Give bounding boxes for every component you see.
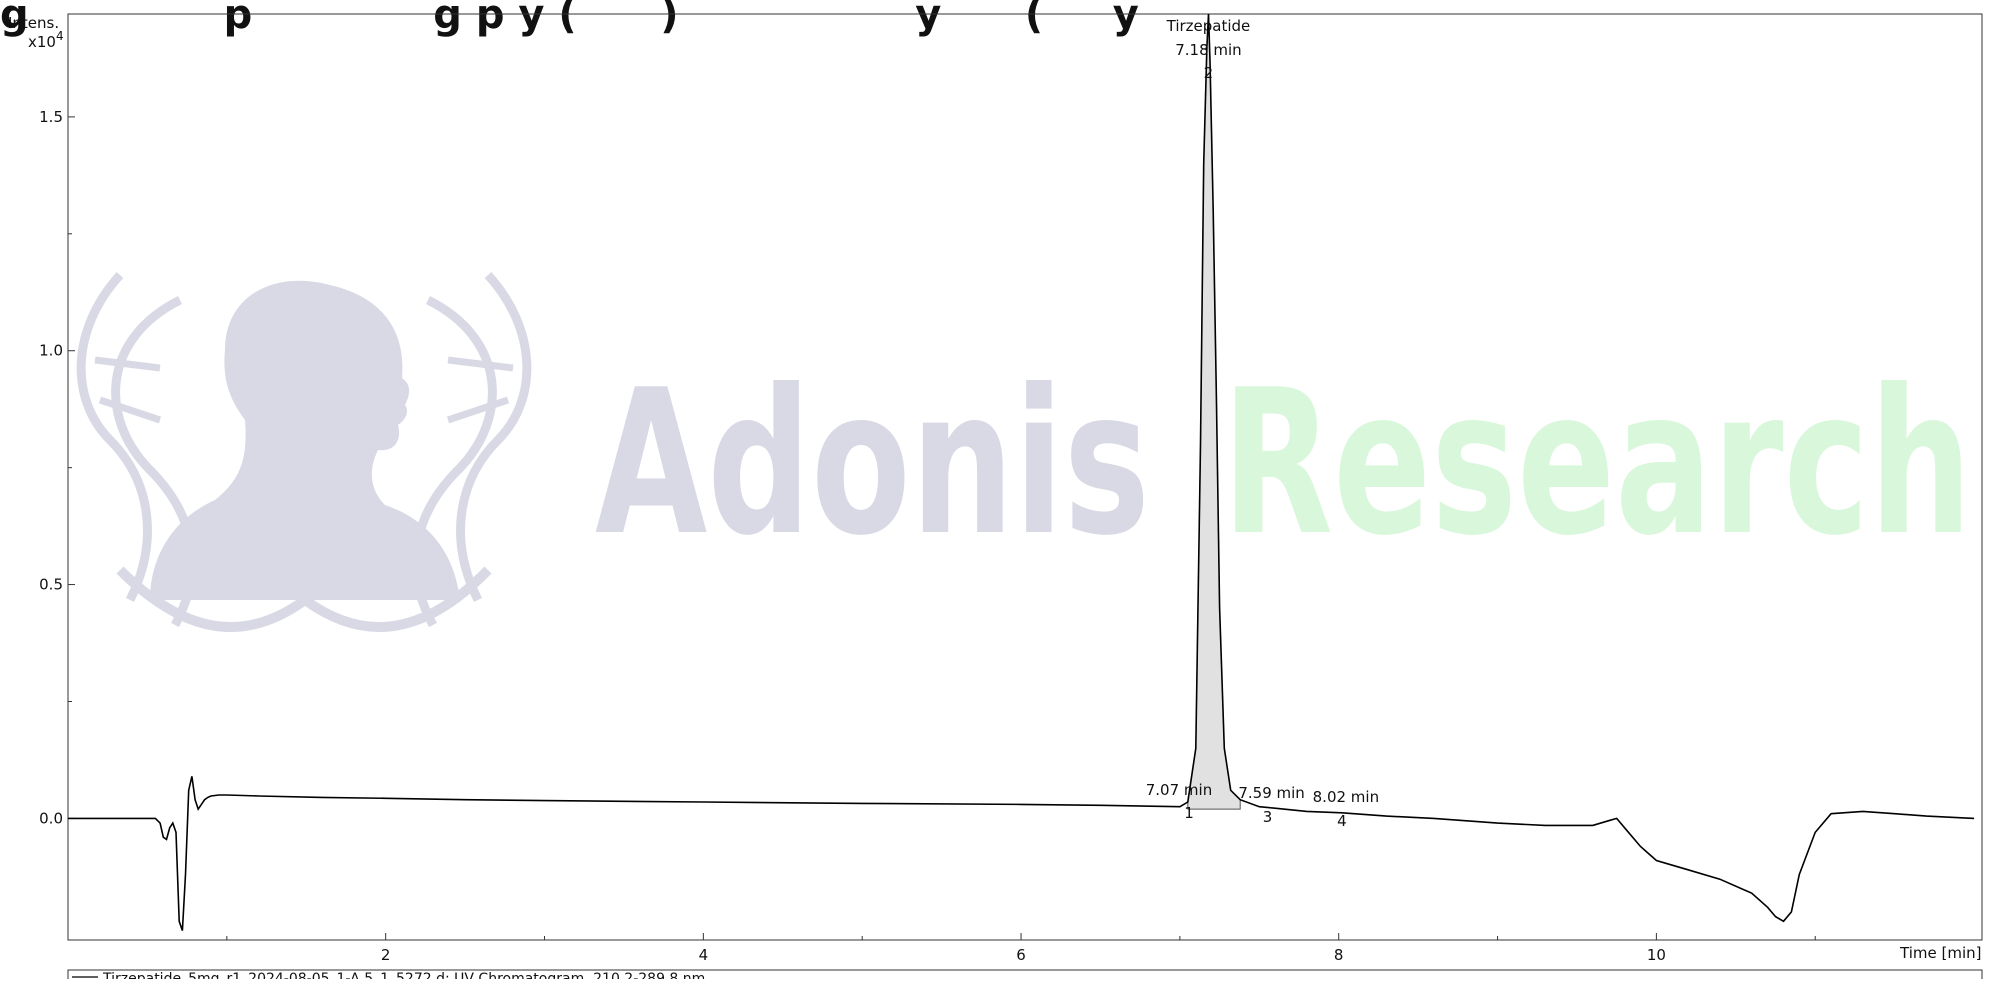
plot-frame <box>67 13 1983 941</box>
axis-ticks: 2 4 6 8 10 0.0 0.5 1.0 1.5 <box>39 108 1816 964</box>
x-tick-label: 10 <box>1647 946 1666 964</box>
y-tick-label: 1.0 <box>39 342 63 360</box>
x-tick-label: 8 <box>1334 946 1344 964</box>
peak-time-label: 7.07 min <box>1146 781 1212 799</box>
watermark-word-research: Research <box>1222 347 1972 580</box>
peak-time-label: 7.18 min <box>1175 41 1241 59</box>
x-axis-label: Time [min] <box>1899 944 1981 962</box>
peak-number-label: 4 <box>1337 812 1347 830</box>
watermark-logo-icon <box>76 271 532 633</box>
x-tick-label: 6 <box>1016 946 1026 964</box>
y-axis-unit-base: x10 <box>28 33 56 51</box>
watermark-word-adonis: Adonis <box>595 347 1150 580</box>
chromatogram-trace <box>68 13 1975 931</box>
legend: Tirzepatide_5mg_r1_2024-08-05_1-A,5_1_52… <box>67 969 1983 983</box>
peak-labels: 7.07 min 1 Tirzepatide 7.18 min 2 7.59 min 3 8.… <box>1146 17 1379 830</box>
y-tick-label: 1.5 <box>39 108 63 126</box>
peak-time-label: 8.02 min <box>1313 788 1379 806</box>
x-tick-label: 2 <box>381 946 391 964</box>
y-axis-label: Intens. <box>8 14 59 32</box>
y-tick-label: 0.5 <box>39 576 63 594</box>
peak-number-label: 2 <box>1204 64 1214 82</box>
watermark: Adonis Research <box>76 271 1972 633</box>
y-axis-unit: x104 <box>28 29 64 51</box>
peak-time-label: 7.59 min <box>1238 784 1304 802</box>
legend-entry: Tirzepatide_5mg_r1_2024-08-05_1-A,5_1_52… <box>102 971 705 979</box>
y-tick-label: 0.0 <box>39 809 63 827</box>
x-tick-label: 4 <box>699 946 709 964</box>
y-axis-unit-exponent: 4 <box>56 29 64 43</box>
peak-number-label: 1 <box>1184 804 1194 822</box>
figure-heading-fragment: g p g p y ( ) y ( y <box>0 0 1139 38</box>
peak-number-label: 3 <box>1263 808 1273 826</box>
peak-name-label: Tirzepatide <box>1166 17 1251 35</box>
